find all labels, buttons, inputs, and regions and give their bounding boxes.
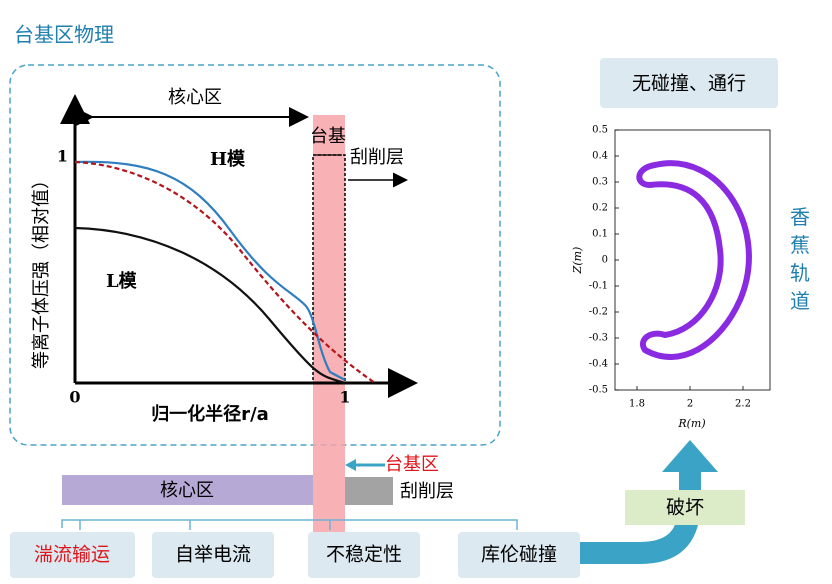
core-region-label: 核心区: [160, 480, 214, 501]
orbit-y-label: Z(m): [571, 247, 584, 275]
pedestal-label: 台基: [310, 126, 346, 147]
profile-frame: [9, 64, 501, 446]
y-tick-label: 0.3: [592, 177, 608, 188]
topic-box: [10, 532, 135, 578]
y-tick-label: 0.2: [592, 203, 608, 214]
l-mode-label: L模: [106, 270, 138, 292]
title: 台基区物理: [14, 23, 114, 47]
h-mode-label: H模: [210, 148, 246, 170]
y-tick-label: 0: [602, 255, 608, 266]
reference-curve: [74, 160, 376, 384]
sol-region-label: 刮削层: [400, 481, 454, 502]
banana-char: 香: [790, 205, 810, 229]
h-mode-curve: [74, 160, 346, 381]
flow-arrow-head: [662, 440, 718, 472]
topic-box: [152, 532, 274, 578]
y-tick-label: 0.5: [592, 125, 608, 136]
banana-char: 香蕉轨道: [790, 205, 810, 313]
y-axis-label: 等离子体压强（相对值）: [31, 171, 52, 369]
y-tick-label: -0.3: [589, 333, 608, 344]
y-tick-label: -0.2: [589, 307, 608, 318]
y-tick-label: 0.4: [592, 151, 608, 162]
topic-box: [308, 532, 420, 578]
disruption-box: [625, 490, 745, 525]
banana-orbit: [636, 160, 752, 360]
y-tick-label: -0.1: [589, 281, 608, 292]
x-tick-label: 1: [339, 388, 350, 407]
core-region: [62, 475, 313, 505]
topic: 不稳定性: [326, 544, 402, 566]
x-tick-label: 2.2: [735, 399, 751, 410]
topic: 湍流输运: [34, 544, 110, 566]
pedestal-pointer-head: [345, 459, 356, 471]
orbit-ticks: 0.5 0.4 0.3 0.2 0.1 0 -0.1 -0.2 -0.3 -0.4 -0.5 1.8 2…: [589, 125, 751, 410]
topic-box: [458, 532, 580, 578]
topic: 自举电流: [175, 544, 251, 566]
orbit-x-label: R(m): [677, 417, 705, 430]
collisionless-box: [600, 58, 778, 108]
y-tick-label: -0.4: [589, 359, 608, 370]
y-tick-label: 0.1: [592, 229, 608, 240]
banana-char: 蕉: [790, 233, 810, 257]
x-tick-label: 2: [687, 399, 693, 410]
sol-region: [345, 477, 393, 505]
disruption-label: 破坏: [666, 497, 704, 519]
sol-label: 刮削层: [350, 147, 404, 168]
pedestal-region-label: 台基区: [385, 454, 439, 475]
banana-char: 轨: [790, 261, 810, 285]
collisionless-label: 无碰撞、通行: [632, 73, 746, 95]
bracket: [61, 519, 518, 530]
l-mode-curve: [74, 226, 346, 385]
x-tick-label: 1.8: [629, 399, 645, 410]
banana-char: 道: [790, 289, 810, 313]
x-axis-label: 归一化半径r/a: [151, 403, 269, 425]
x-tick-label: 0: [69, 388, 80, 407]
core-label: 核心区: [168, 87, 222, 108]
y-tick-label: 1: [57, 147, 68, 166]
banana-label: 香蕉轨道: [790, 205, 810, 313]
topic: 库伦碰撞: [481, 544, 557, 566]
y-tick-label: -0.5: [589, 385, 608, 396]
